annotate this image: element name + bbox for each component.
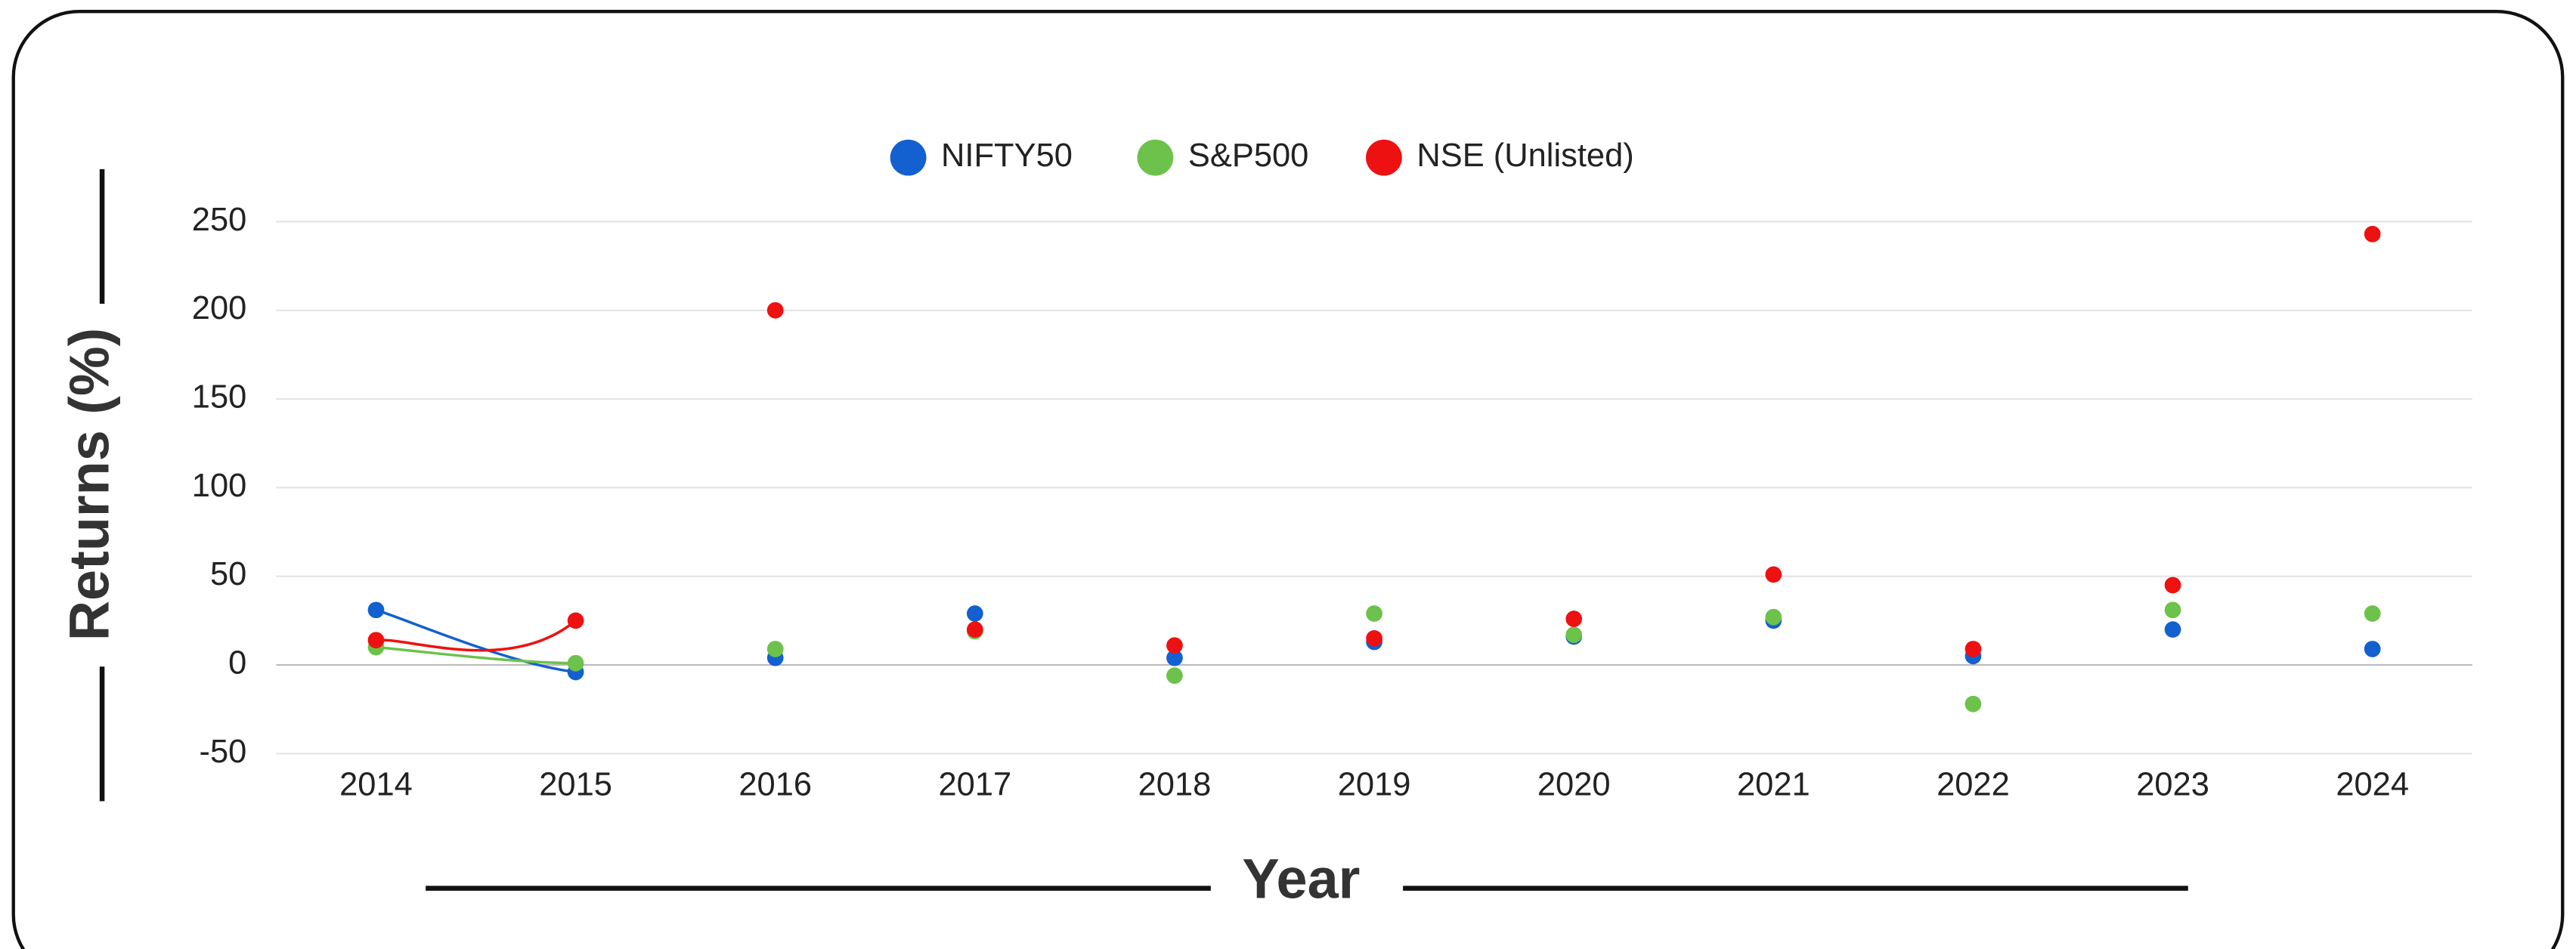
legend-swatch [890, 139, 927, 176]
y-tick-label: -50 [199, 734, 246, 770]
data-point [367, 632, 385, 649]
data-point [1765, 608, 1782, 626]
x-tick-label: 2014 [339, 766, 413, 802]
y-tick-label: 250 [192, 202, 247, 238]
x-tick-label: 2015 [539, 766, 612, 802]
x-tick-label: 2021 [1737, 766, 1810, 802]
y-axis-title: Returns (%) [58, 328, 121, 641]
x-tick-label: 2020 [1537, 766, 1611, 802]
x-tick-label: 2024 [2336, 766, 2409, 802]
data-point [2364, 605, 2381, 622]
data-point [1366, 630, 1382, 647]
data-point [1366, 605, 1382, 622]
y-tick-label: 50 [210, 556, 246, 592]
data-point [2364, 225, 2381, 243]
data-point [1565, 626, 1583, 644]
y-tick-label: 200 [192, 290, 247, 326]
x-tick-label: 2017 [939, 766, 1012, 802]
data-point [2364, 641, 2381, 657]
series-line [376, 620, 577, 652]
data-point [966, 605, 983, 622]
legend-label: NSE (Unlisted) [1416, 138, 1633, 174]
x-tick-label: 2019 [1338, 766, 1411, 802]
x-tick-label: 2023 [2136, 766, 2209, 802]
series-line [376, 645, 576, 665]
data-point [766, 641, 784, 657]
data-point [567, 654, 584, 672]
data-point [1565, 611, 1583, 627]
legend-swatch [1137, 139, 1174, 176]
legend-label: NIFTY50 [941, 138, 1073, 174]
data-point [1965, 695, 1982, 713]
y-tick-label: 150 [192, 379, 247, 416]
x-tick-label: 2022 [1937, 766, 2010, 802]
series-line [375, 608, 576, 674]
legend-swatch [1366, 139, 1402, 176]
x-axis-title: Year [1242, 848, 1360, 910]
x-tick-label: 2018 [1138, 766, 1212, 802]
card-border [11, 10, 2565, 949]
data-point [1166, 667, 1183, 685]
data-point [1965, 641, 1982, 657]
data-point [1166, 637, 1183, 654]
y-tick-label: 100 [192, 468, 247, 504]
data-point [766, 301, 784, 319]
data-point [2164, 601, 2181, 619]
data-point [2164, 577, 2181, 594]
x-tick-label: 2016 [738, 766, 812, 802]
data-point [1166, 649, 1183, 666]
data-point [567, 612, 584, 629]
data-point [1765, 566, 1782, 583]
data-point [367, 601, 385, 619]
data-point [966, 621, 983, 638]
y-tick-label: 0 [228, 645, 246, 682]
data-point [2164, 621, 2181, 638]
legend-label: S&P500 [1188, 138, 1308, 174]
